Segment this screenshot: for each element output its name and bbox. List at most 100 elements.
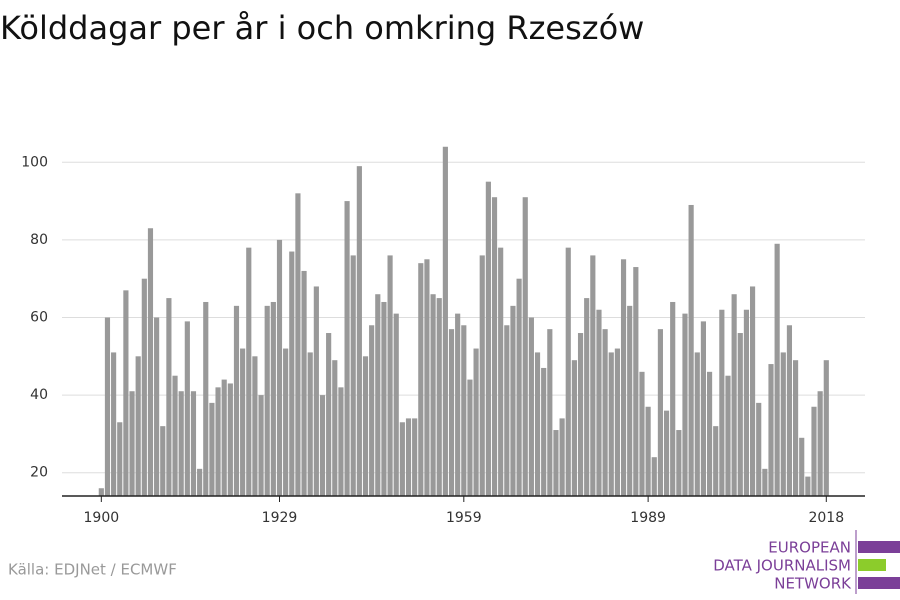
logo-bar	[858, 559, 886, 571]
bar	[295, 193, 301, 496]
bar	[522, 197, 528, 496]
bar	[319, 395, 326, 496]
bar	[792, 360, 799, 496]
bar	[221, 379, 227, 496]
y-tick-label: 80	[30, 232, 48, 248]
logo-bar	[858, 577, 900, 589]
bar	[313, 286, 319, 496]
bar	[596, 309, 602, 496]
bar	[473, 348, 479, 496]
bar	[258, 395, 264, 496]
bar	[817, 391, 823, 496]
y-tick-label: 40	[30, 387, 48, 403]
bar	[430, 294, 436, 496]
bar	[645, 406, 651, 496]
bar	[467, 379, 473, 496]
bar	[688, 204, 694, 496]
bar	[98, 488, 104, 496]
bar	[620, 259, 627, 496]
bar	[700, 321, 706, 496]
bar	[749, 286, 756, 496]
bar	[172, 375, 178, 496]
bar	[485, 181, 491, 496]
bar	[528, 317, 534, 496]
bar	[541, 367, 547, 496]
x-tick-label: 1929	[262, 510, 298, 526]
bar	[399, 422, 405, 496]
bar	[706, 371, 713, 496]
bar	[276, 239, 283, 497]
bar	[356, 166, 362, 497]
bar	[160, 426, 166, 496]
bar	[350, 255, 356, 496]
bar	[762, 468, 768, 496]
bar	[461, 325, 467, 496]
bar	[719, 309, 725, 496]
bar	[713, 426, 719, 496]
bar	[627, 305, 633, 496]
bar	[252, 356, 258, 496]
bar	[203, 301, 209, 496]
bar	[805, 476, 811, 496]
bar	[215, 387, 221, 496]
bar	[547, 329, 553, 496]
bar	[264, 305, 270, 496]
bar	[534, 352, 541, 496]
bar	[387, 255, 393, 496]
bar	[283, 348, 289, 496]
bar	[111, 352, 117, 496]
bar	[725, 375, 731, 496]
y-tick-label: 100	[21, 154, 48, 170]
bar	[184, 321, 190, 496]
logo: EUROPEAN DATA JOURNALISM NETWORK	[713, 530, 900, 594]
bar	[301, 270, 307, 496]
logo-text: DATA JOURNALISM	[713, 557, 851, 575]
bar	[565, 247, 571, 496]
x-tick-label: 1900	[84, 510, 120, 526]
bar	[442, 146, 448, 496]
bar	[731, 294, 737, 496]
bar	[786, 325, 793, 496]
bar	[123, 290, 129, 496]
bar	[424, 259, 430, 496]
bar	[190, 391, 197, 496]
bar	[756, 402, 762, 496]
bar	[326, 333, 332, 496]
bar	[270, 301, 276, 496]
bar	[418, 263, 424, 496]
bar	[240, 348, 246, 496]
logo-text: NETWORK	[774, 575, 852, 593]
bar	[553, 430, 559, 496]
bar	[676, 430, 682, 496]
x-tick-label: 2018	[808, 510, 844, 526]
bar	[602, 329, 608, 496]
bar	[737, 333, 743, 496]
x-tick-label: 1959	[446, 510, 482, 526]
chart-title: Kölddagar per år i och omkring Rzeszów	[0, 9, 644, 47]
bar	[780, 352, 786, 496]
logo-bar	[858, 541, 900, 553]
bar	[590, 255, 596, 496]
bar	[491, 197, 498, 496]
bar	[141, 278, 147, 496]
bar	[178, 391, 184, 496]
y-tick-label: 20	[30, 465, 48, 481]
bar	[436, 298, 442, 496]
bar	[510, 305, 516, 496]
source: Källa: EDJNet / ECMWF	[8, 561, 177, 579]
bar	[584, 298, 590, 496]
bar	[338, 387, 344, 496]
bar	[362, 356, 369, 496]
bar	[369, 325, 375, 496]
bar	[577, 333, 584, 496]
bar	[682, 313, 688, 496]
bar	[639, 371, 645, 496]
bar	[154, 317, 160, 496]
bar	[694, 352, 700, 496]
y-tick-label: 60	[30, 310, 48, 326]
bar	[147, 228, 154, 496]
bar	[811, 406, 817, 496]
bar	[479, 255, 485, 496]
bar	[614, 348, 620, 496]
bar	[608, 352, 614, 496]
